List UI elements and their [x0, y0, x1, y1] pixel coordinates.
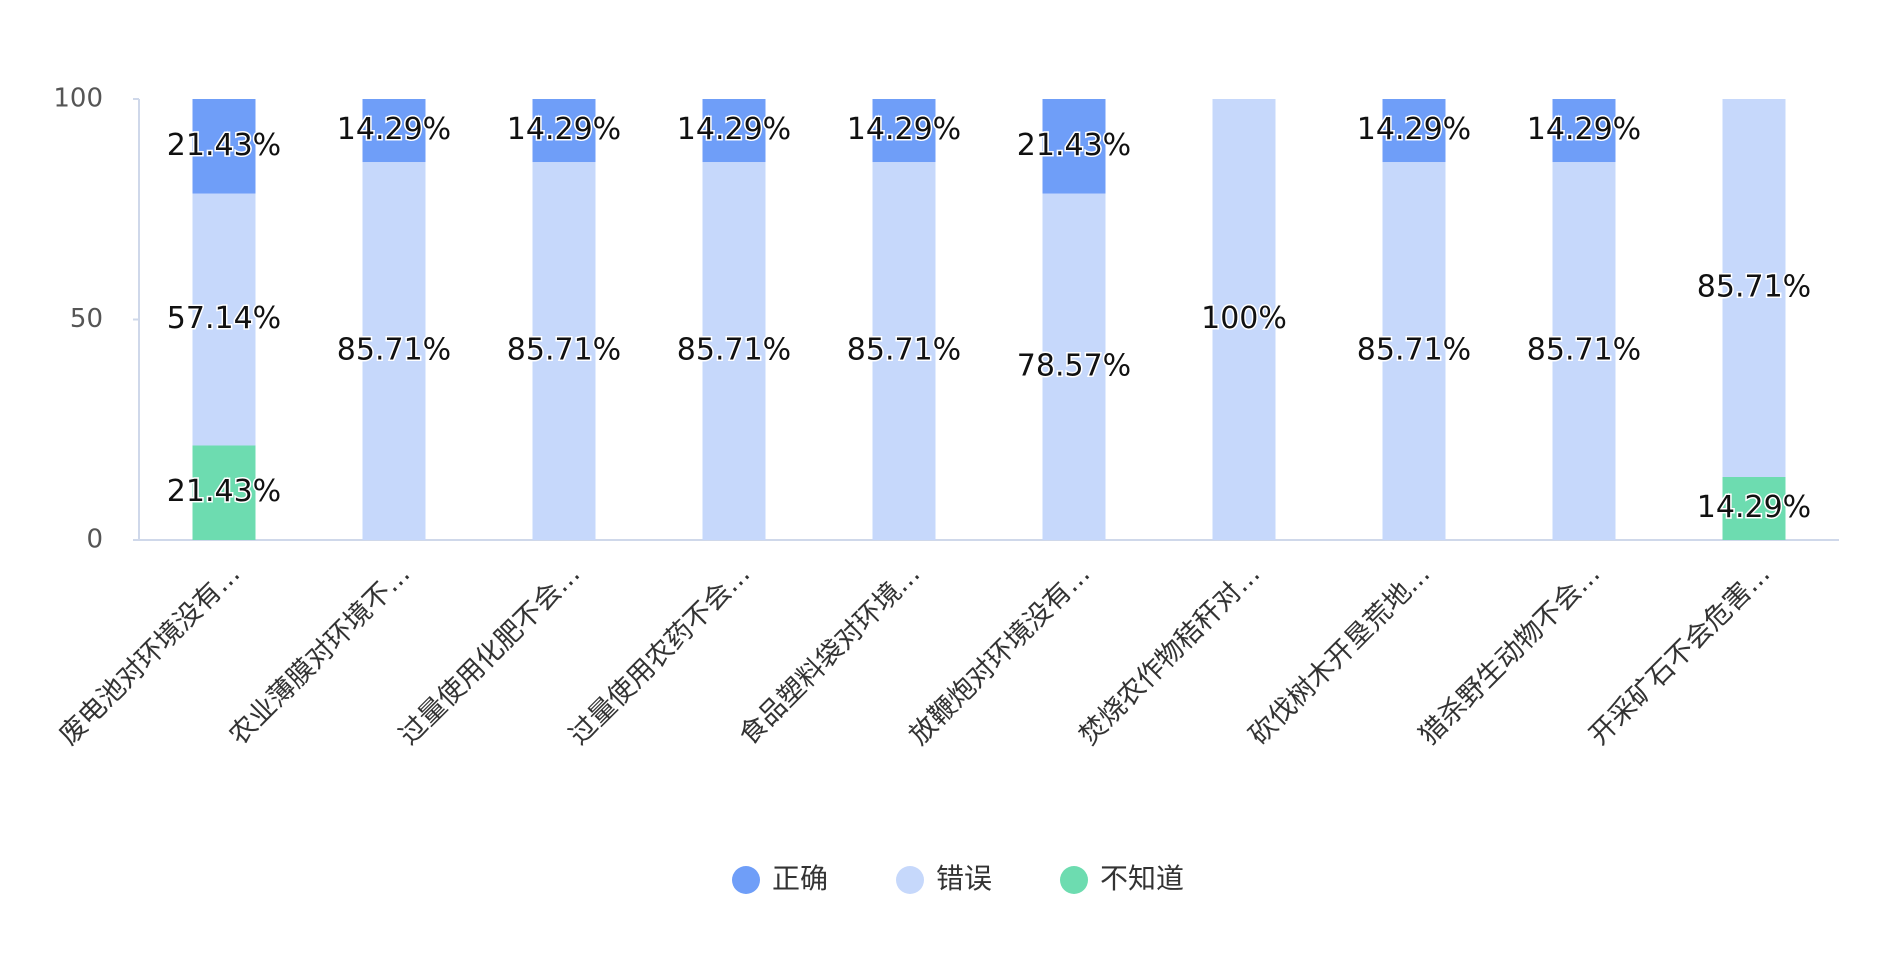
value-label: 78.57% [1017, 348, 1131, 383]
bar-segment [1722, 476, 1786, 540]
bar-segment [872, 99, 936, 163]
bar-segment [1042, 99, 1106, 194]
x-tick-label: 猎杀野生动物不会... [1413, 558, 1606, 751]
bar-segment [1212, 99, 1276, 540]
value-label: 85.71% [1357, 333, 1471, 368]
x-tick-label: 废电池对环境没有... [53, 558, 246, 751]
x-tick-label: 农业薄膜对环境不... [223, 558, 416, 751]
bar-segment [702, 162, 766, 540]
y-tick-label: 50 [70, 304, 103, 334]
value-label: 100% [1201, 301, 1287, 336]
bar-segment [532, 99, 596, 163]
bar-segment [362, 99, 426, 163]
legend-marker [896, 866, 924, 894]
bar-segment [702, 99, 766, 163]
x-tick-label: 焚烧农作物秸秆对... [1073, 558, 1266, 751]
legend-marker [1060, 866, 1088, 894]
x-tick-label: 开采矿石不会危害... [1583, 558, 1776, 751]
value-label: 14.29% [677, 112, 791, 147]
value-label: 14.29% [847, 112, 961, 147]
bar-segment [1552, 162, 1616, 540]
value-label: 85.71% [507, 333, 621, 368]
x-tick-label: 食品塑料袋对环境... [733, 558, 926, 751]
bar-segment [1042, 193, 1106, 541]
bar-segment [192, 445, 256, 540]
value-label: 85.71% [677, 333, 791, 368]
legend-marker [732, 866, 760, 894]
bar-segment [872, 162, 936, 540]
value-label: 85.71% [1697, 269, 1811, 304]
x-tick-label: 放鞭炮对环境没有... [903, 558, 1096, 751]
value-label: 14.29% [1527, 112, 1641, 147]
x-tick-label: 过量使用化肥不会... [393, 558, 586, 751]
y-tick-label: 100 [53, 84, 103, 114]
x-tick-label: 砍伐树木开垦荒地... [1243, 558, 1436, 751]
bar-segment [1552, 99, 1616, 163]
bar-segment [1722, 99, 1786, 477]
value-label: 14.29% [337, 112, 451, 147]
value-label: 85.71% [847, 333, 961, 368]
value-label: 21.43% [167, 128, 281, 163]
value-label: 21.43% [1017, 128, 1131, 163]
value-label: 85.71% [337, 333, 451, 368]
legend-label: 正确 [772, 862, 828, 895]
bar-segment [1382, 99, 1446, 163]
bar-segment [362, 162, 426, 540]
bar-segment [192, 99, 256, 194]
bar-segment [192, 193, 256, 446]
value-label: 14.29% [507, 112, 621, 147]
value-label: 57.14% [167, 301, 281, 336]
value-label: 14.29% [1357, 112, 1471, 147]
legend-label: 错误 [936, 862, 992, 895]
legend-label: 不知道 [1100, 862, 1184, 895]
bar-segment [1382, 162, 1446, 540]
value-label: 85.71% [1527, 333, 1641, 368]
bar-segment [532, 162, 596, 540]
y-tick-label: 0 [86, 525, 103, 555]
value-label: 21.43% [167, 474, 281, 509]
x-tick-label: 过量使用农药不会... [563, 558, 756, 751]
value-label: 14.29% [1697, 490, 1811, 525]
